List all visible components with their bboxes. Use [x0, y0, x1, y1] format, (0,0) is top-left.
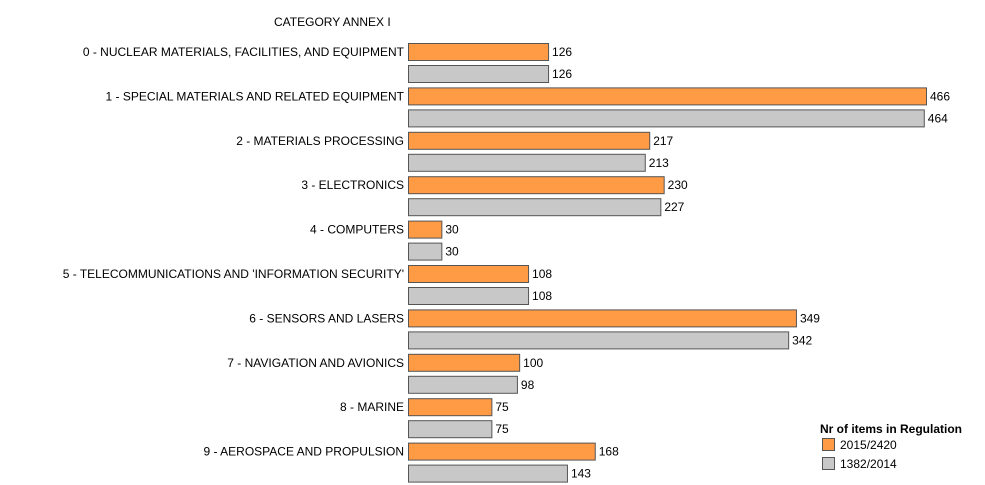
data-label: 30: [445, 245, 459, 259]
bar-series-1382: [408, 464, 568, 483]
legend-swatch: [822, 438, 835, 451]
bar-series-1382: [408, 242, 443, 261]
category-label: 6 - SENSORS AND LASERS: [249, 311, 404, 325]
data-label: 349: [800, 311, 820, 325]
bar-series-1382: [408, 420, 493, 439]
chart-header: CATEGORY ANNEX I: [274, 15, 391, 29]
legend-label: 2015/2420: [840, 438, 897, 452]
data-label: 168: [599, 445, 619, 459]
bar-series-2015: [408, 220, 443, 239]
legend-title: Nr of items in Regulation: [820, 422, 962, 436]
bar-series-2015: [408, 87, 927, 106]
legend-label: 1382/2014: [840, 457, 897, 471]
data-label: 100: [523, 356, 543, 370]
data-label: 143: [571, 467, 591, 481]
bar-series-2015: [408, 43, 550, 61]
category-label: 3 - ELECTRONICS: [301, 178, 404, 192]
data-label: 217: [653, 134, 673, 148]
bar-series-1382: [408, 109, 925, 128]
bar-series-2015: [408, 442, 596, 461]
data-label: 230: [668, 178, 688, 192]
bar-series-2015: [408, 265, 530, 283]
bars-layer: 0 - NUCLEAR MATERIALS, FACILITIES, AND E…: [63, 43, 950, 483]
bar-series-1382: [408, 198, 662, 217]
data-label: 213: [649, 156, 669, 170]
bar-series-1382: [408, 153, 646, 172]
data-label: 98: [521, 378, 535, 392]
category-label: 0 - NUCLEAR MATERIALS, FACILITIES, AND E…: [83, 45, 405, 59]
bar-series-2015: [408, 353, 521, 372]
bar-series-1382: [408, 65, 550, 83]
data-label: 126: [552, 67, 572, 81]
data-label: 30: [445, 223, 459, 237]
data-label: 227: [664, 200, 684, 214]
category-label: 7 - NAVIGATION AND AVIONICS: [227, 356, 404, 370]
bar-series-1382: [408, 331, 790, 350]
bar-series-2015: [408, 309, 797, 328]
bar-series-1382: [408, 375, 518, 394]
bar-series-1382: [408, 287, 530, 305]
legend-swatch: [822, 457, 835, 470]
category-label: 8 - MARINE: [340, 400, 404, 414]
data-label: 108: [532, 267, 552, 281]
category-label: 4 - COMPUTERS: [310, 223, 404, 237]
category-label: 2 - MATERIALS PROCESSING: [236, 134, 404, 148]
data-label: 75: [495, 422, 509, 436]
data-label: 464: [928, 111, 948, 125]
bar-series-2015: [408, 398, 493, 417]
legend: Nr of items in Regulation 2015/2420 1382/…: [820, 422, 962, 471]
category-label: 9 - AEROSPACE AND PROPULSION: [203, 445, 404, 459]
data-label: 126: [552, 45, 572, 59]
bar-series-2015: [408, 131, 651, 150]
bar-series-2015: [408, 176, 665, 195]
data-label: 342: [792, 333, 812, 347]
data-label: 108: [532, 289, 552, 303]
data-label: 466: [930, 89, 950, 103]
data-label: 75: [495, 400, 509, 414]
category-label: 1 - SPECIAL MATERIALS AND RELATED EQUIPM…: [105, 89, 404, 103]
category-label: 5 - TELECOMMUNICATIONS AND 'INFORMATION …: [63, 267, 404, 281]
